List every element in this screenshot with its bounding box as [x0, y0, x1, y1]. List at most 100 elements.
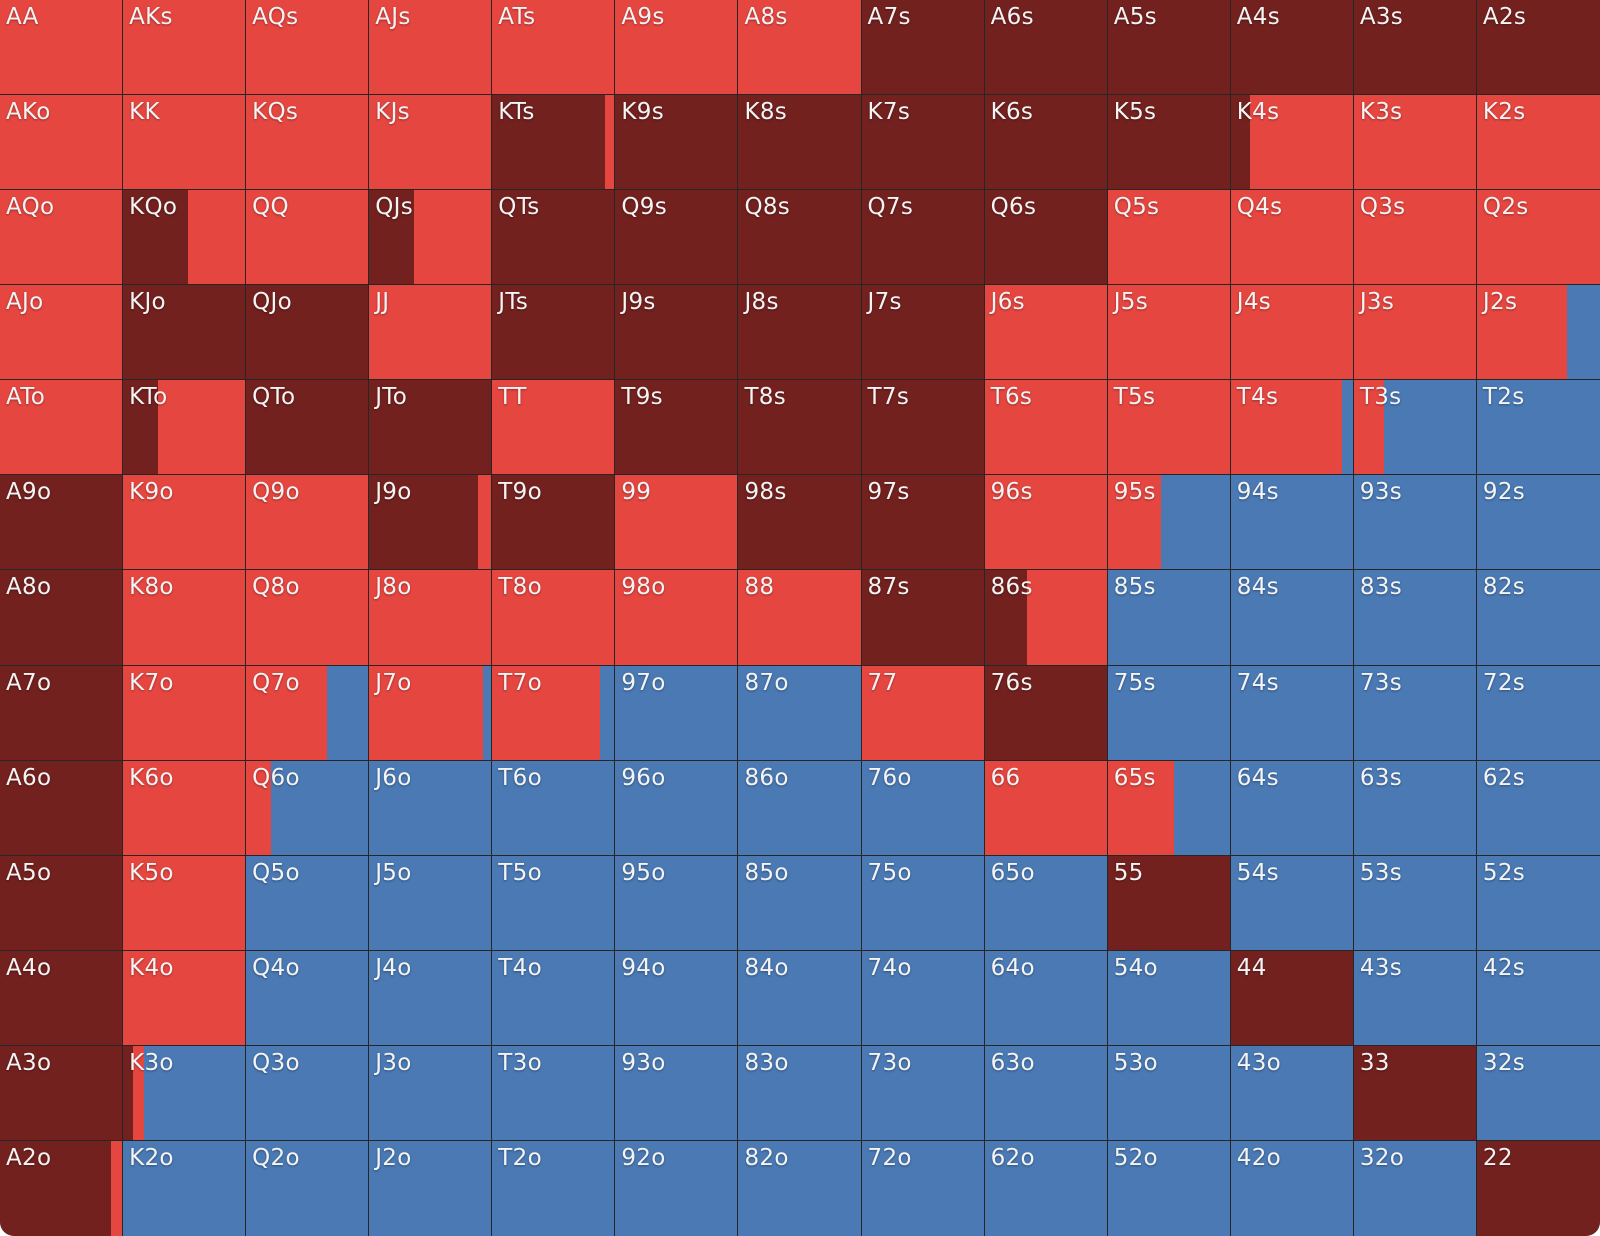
hand-cell-K9o[interactable]: K9o: [123, 475, 247, 571]
hand-cell-Q7s[interactable]: Q7s: [861, 190, 985, 286]
hand-cell-J2o[interactable]: J2o: [369, 1140, 493, 1236]
hand-cell-AQs[interactable]: AQs: [246, 0, 370, 96]
hand-cell-T6o[interactable]: T6o: [492, 760, 616, 856]
hand-cell-K8o[interactable]: K8o: [123, 570, 247, 666]
hand-cell-T2o[interactable]: T2o: [492, 1140, 616, 1236]
hand-cell-32o[interactable]: 32o: [1353, 1140, 1477, 1236]
hand-cell-84o[interactable]: 84o: [738, 950, 862, 1046]
hand-cell-74s[interactable]: 74s: [1230, 665, 1354, 761]
hand-cell-64o[interactable]: 64o: [984, 950, 1108, 1046]
hand-cell-A4o[interactable]: A4o: [0, 950, 124, 1046]
hand-cell-94o[interactable]: 94o: [615, 950, 739, 1046]
hand-cell-A5s[interactable]: A5s: [1107, 0, 1231, 96]
hand-cell-97o[interactable]: 97o: [615, 665, 739, 761]
hand-cell-88[interactable]: 88: [738, 570, 862, 666]
hand-cell-76o[interactable]: 76o: [861, 760, 985, 856]
hand-cell-J7o[interactable]: J7o: [369, 665, 493, 761]
hand-cell-J2s[interactable]: J2s: [1476, 285, 1600, 381]
hand-cell-T3o[interactable]: T3o: [492, 1045, 616, 1141]
hand-cell-97s[interactable]: 97s: [861, 475, 985, 571]
hand-cell-54s[interactable]: 54s: [1230, 855, 1354, 951]
hand-cell-86s[interactable]: 86s: [984, 570, 1108, 666]
hand-cell-J5s[interactable]: J5s: [1107, 285, 1231, 381]
hand-cell-A4s[interactable]: A4s: [1230, 0, 1354, 96]
hand-cell-63s[interactable]: 63s: [1353, 760, 1477, 856]
hand-cell-43s[interactable]: 43s: [1353, 950, 1477, 1046]
hand-cell-K9s[interactable]: K9s: [615, 95, 739, 191]
hand-cell-T8o[interactable]: T8o: [492, 570, 616, 666]
hand-cell-93s[interactable]: 93s: [1353, 475, 1477, 571]
hand-cell-52o[interactable]: 52o: [1107, 1140, 1231, 1236]
hand-cell-KJs[interactable]: KJs: [369, 95, 493, 191]
hand-cell-A5o[interactable]: A5o: [0, 855, 124, 951]
hand-cell-ATo[interactable]: ATo: [0, 380, 124, 476]
hand-cell-83s[interactable]: 83s: [1353, 570, 1477, 666]
hand-cell-65o[interactable]: 65o: [984, 855, 1108, 951]
hand-cell-K6s[interactable]: K6s: [984, 95, 1108, 191]
hand-cell-Q8s[interactable]: Q8s: [738, 190, 862, 286]
hand-cell-K5s[interactable]: K5s: [1107, 95, 1231, 191]
hand-cell-32s[interactable]: 32s: [1476, 1045, 1600, 1141]
hand-cell-T2s[interactable]: T2s: [1476, 380, 1600, 476]
hand-cell-TT[interactable]: TT: [492, 380, 616, 476]
hand-cell-42o[interactable]: 42o: [1230, 1140, 1354, 1236]
hand-cell-84s[interactable]: 84s: [1230, 570, 1354, 666]
hand-cell-87s[interactable]: 87s: [861, 570, 985, 666]
hand-cell-K4s[interactable]: K4s: [1230, 95, 1354, 191]
hand-cell-Q9s[interactable]: Q9s: [615, 190, 739, 286]
hand-cell-76s[interactable]: 76s: [984, 665, 1108, 761]
hand-cell-95s[interactable]: 95s: [1107, 475, 1231, 571]
hand-cell-QTs[interactable]: QTs: [492, 190, 616, 286]
hand-cell-A8s[interactable]: A8s: [738, 0, 862, 96]
hand-cell-Q6o[interactable]: Q6o: [246, 760, 370, 856]
hand-cell-Q3s[interactable]: Q3s: [1353, 190, 1477, 286]
hand-cell-82o[interactable]: 82o: [738, 1140, 862, 1236]
hand-cell-33[interactable]: 33: [1353, 1045, 1477, 1141]
hand-cell-75o[interactable]: 75o: [861, 855, 985, 951]
hand-cell-92o[interactable]: 92o: [615, 1140, 739, 1236]
hand-cell-T7s[interactable]: T7s: [861, 380, 985, 476]
hand-cell-T5s[interactable]: T5s: [1107, 380, 1231, 476]
hand-cell-53o[interactable]: 53o: [1107, 1045, 1231, 1141]
hand-cell-95o[interactable]: 95o: [615, 855, 739, 951]
hand-cell-Q6s[interactable]: Q6s: [984, 190, 1108, 286]
hand-cell-K3o[interactable]: K3o: [123, 1045, 247, 1141]
hand-cell-86o[interactable]: 86o: [738, 760, 862, 856]
hand-cell-74o[interactable]: 74o: [861, 950, 985, 1046]
hand-cell-75s[interactable]: 75s: [1107, 665, 1231, 761]
hand-cell-T6s[interactable]: T6s: [984, 380, 1108, 476]
hand-cell-62s[interactable]: 62s: [1476, 760, 1600, 856]
hand-cell-Q9o[interactable]: Q9o: [246, 475, 370, 571]
hand-cell-Q5o[interactable]: Q5o: [246, 855, 370, 951]
hand-cell-96o[interactable]: 96o: [615, 760, 739, 856]
hand-cell-A7o[interactable]: A7o: [0, 665, 124, 761]
hand-cell-Q2o[interactable]: Q2o: [246, 1140, 370, 1236]
hand-cell-Q5s[interactable]: Q5s: [1107, 190, 1231, 286]
hand-cell-K7s[interactable]: K7s: [861, 95, 985, 191]
hand-cell-85o[interactable]: 85o: [738, 855, 862, 951]
hand-cell-AJs[interactable]: AJs: [369, 0, 493, 96]
hand-cell-K6o[interactable]: K6o: [123, 760, 247, 856]
hand-cell-98o[interactable]: 98o: [615, 570, 739, 666]
hand-cell-J4o[interactable]: J4o: [369, 950, 493, 1046]
hand-cell-KTs[interactable]: KTs: [492, 95, 616, 191]
hand-cell-JTs[interactable]: JTs: [492, 285, 616, 381]
hand-cell-A9s[interactable]: A9s: [615, 0, 739, 96]
hand-cell-JTo[interactable]: JTo: [369, 380, 493, 476]
hand-cell-99[interactable]: 99: [615, 475, 739, 571]
hand-cell-AA[interactable]: AA: [0, 0, 124, 96]
hand-cell-Q4s[interactable]: Q4s: [1230, 190, 1354, 286]
hand-cell-72s[interactable]: 72s: [1476, 665, 1600, 761]
hand-cell-62o[interactable]: 62o: [984, 1140, 1108, 1236]
hand-cell-53s[interactable]: 53s: [1353, 855, 1477, 951]
hand-cell-J8s[interactable]: J8s: [738, 285, 862, 381]
hand-cell-K3s[interactable]: K3s: [1353, 95, 1477, 191]
hand-cell-82s[interactable]: 82s: [1476, 570, 1600, 666]
hand-cell-42s[interactable]: 42s: [1476, 950, 1600, 1046]
hand-cell-A9o[interactable]: A9o: [0, 475, 124, 571]
hand-cell-K2o[interactable]: K2o: [123, 1140, 247, 1236]
hand-cell-T5o[interactable]: T5o: [492, 855, 616, 951]
hand-cell-73s[interactable]: 73s: [1353, 665, 1477, 761]
hand-cell-72o[interactable]: 72o: [861, 1140, 985, 1236]
hand-cell-T9s[interactable]: T9s: [615, 380, 739, 476]
